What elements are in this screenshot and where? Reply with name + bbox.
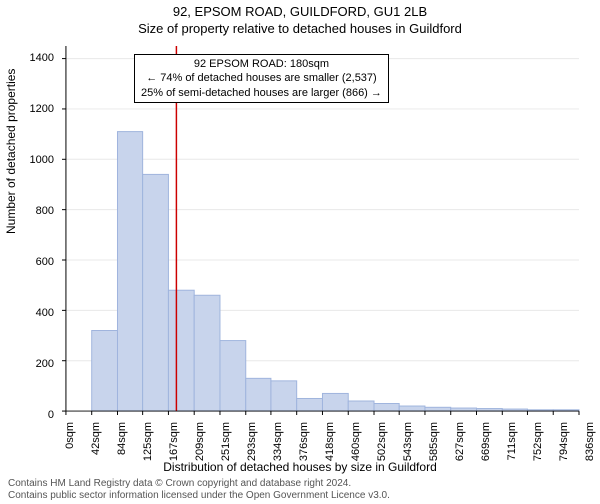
y-tick-label: 0 [22, 409, 54, 421]
chart-area: 92 EPSOM ROAD: 180sqm ← 74% of detached … [60, 46, 580, 416]
y-tick-label: 1000 [22, 154, 54, 166]
y-axis-label: Number of detached properties [4, 69, 18, 234]
x-axis-label: Distribution of detached houses by size … [0, 460, 600, 474]
footer-attribution: Contains HM Land Registry data © Crown c… [8, 478, 390, 502]
annotation-line3: 25% of semi-detached houses are larger (… [141, 86, 382, 100]
chart-container: { "header": { "address": "92, EPSOM ROAD… [0, 4, 600, 504]
y-tick-label: 800 [22, 205, 54, 217]
y-tick-label: 200 [22, 358, 54, 370]
y-tick-label: 1200 [22, 103, 54, 115]
address-title: 92, EPSOM ROAD, GUILDFORD, GU1 2LB [0, 4, 600, 19]
annotation-line1: 92 EPSOM ROAD: 180sqm [141, 57, 382, 71]
footer-line2: Contains public sector information licen… [8, 490, 390, 502]
y-tick-label: 600 [22, 256, 54, 268]
annotation-line2: ← 74% of detached houses are smaller (2,… [141, 71, 382, 85]
y-tick-label: 400 [22, 307, 54, 319]
annotation-box: 92 EPSOM ROAD: 180sqm ← 74% of detached … [134, 54, 389, 103]
y-tick-label: 1400 [22, 52, 54, 64]
footer-line1: Contains HM Land Registry data © Crown c… [8, 478, 390, 490]
chart-subtitle: Size of property relative to detached ho… [0, 21, 600, 36]
